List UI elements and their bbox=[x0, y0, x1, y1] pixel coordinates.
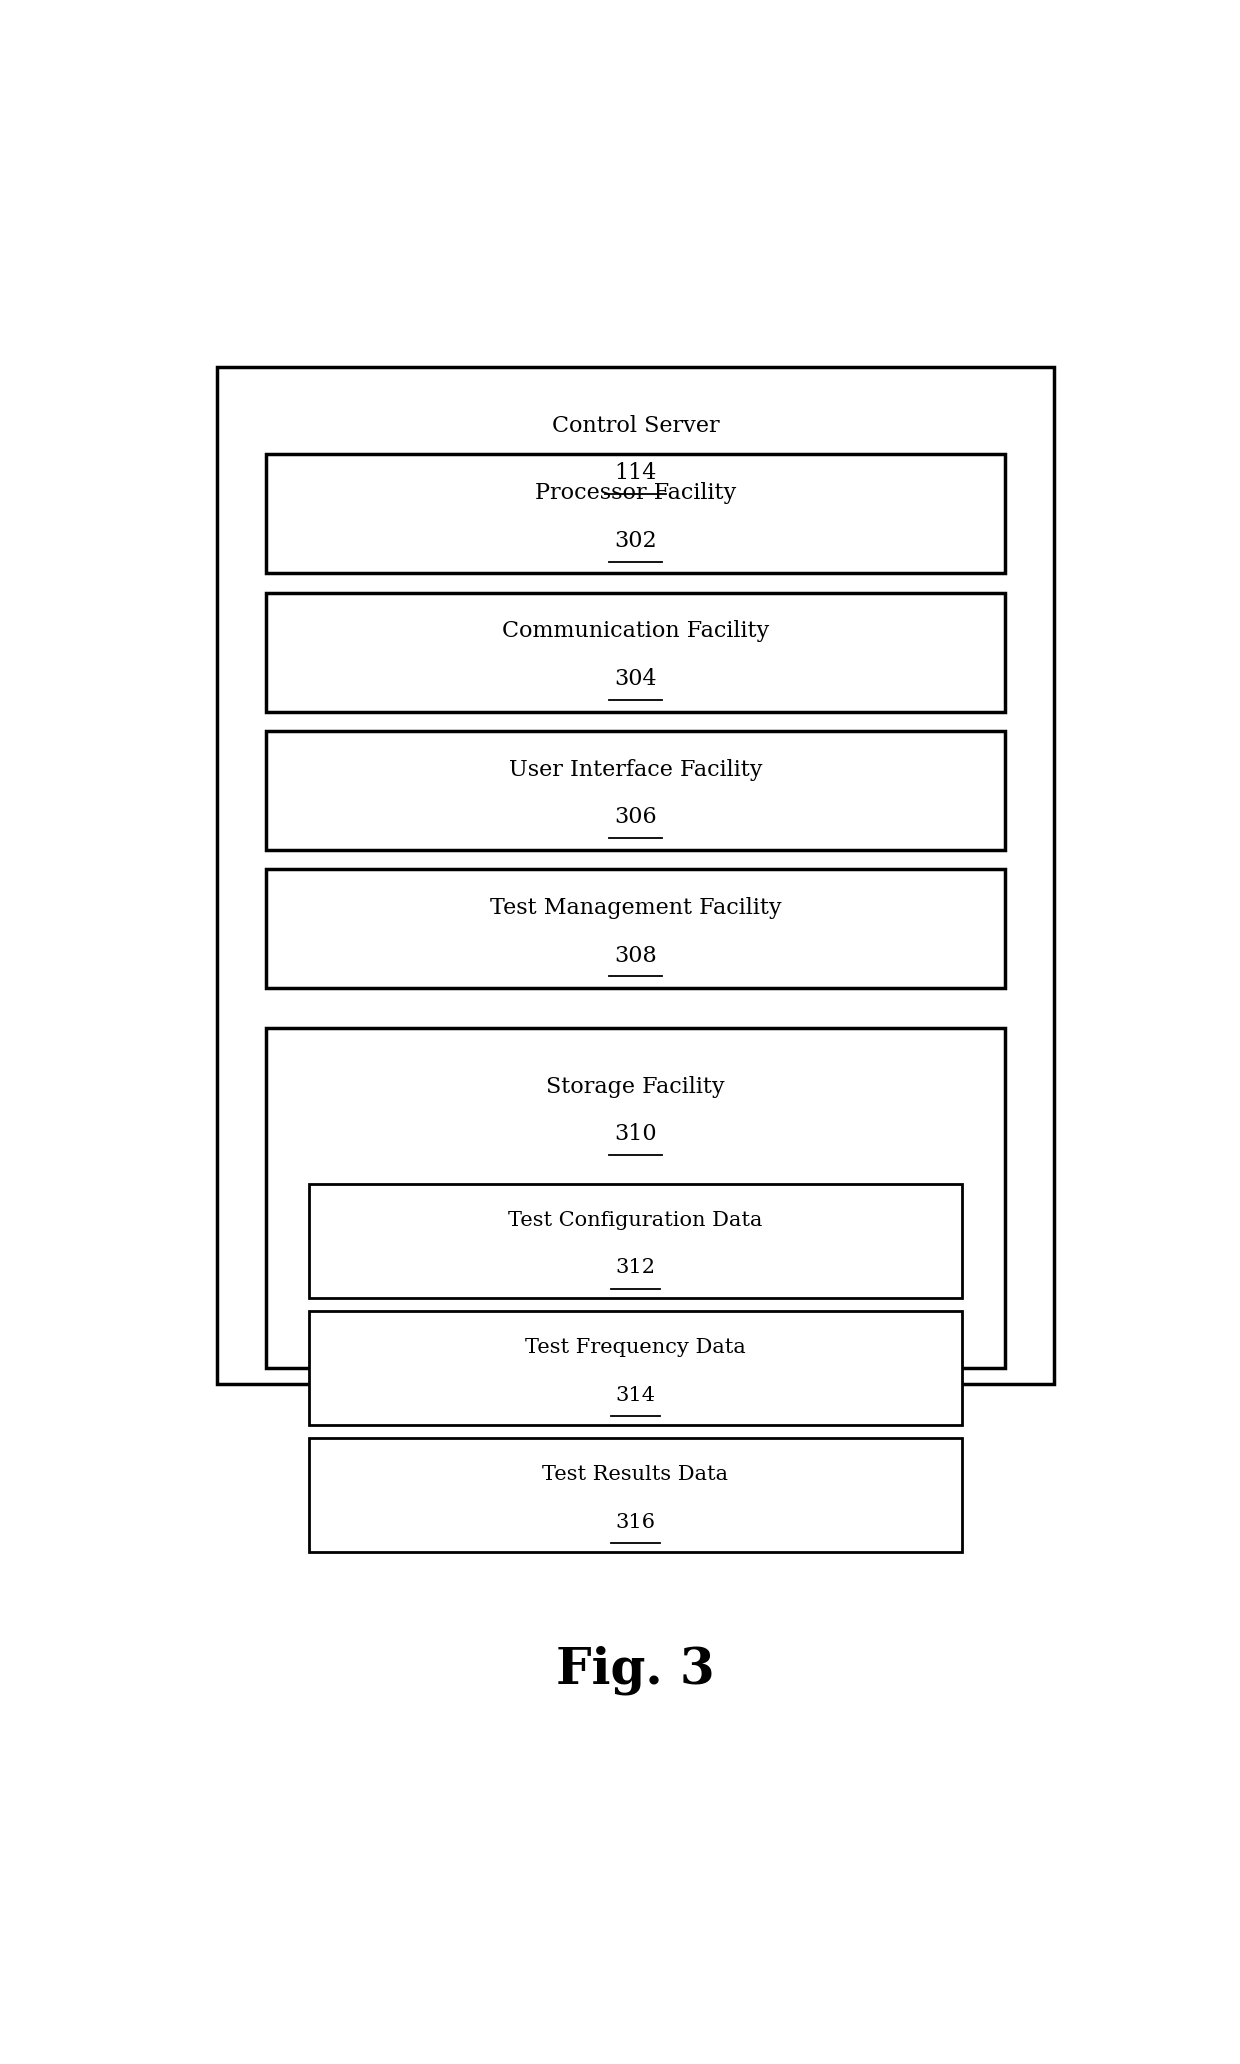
Bar bbox=[265, 731, 1006, 850]
Bar bbox=[265, 1028, 1006, 1368]
Text: Test Results Data: Test Results Data bbox=[543, 1465, 729, 1484]
Bar bbox=[309, 1185, 962, 1298]
Text: Processor Facility: Processor Facility bbox=[534, 483, 737, 504]
Text: Control Server: Control Server bbox=[552, 415, 719, 438]
Bar bbox=[265, 869, 1006, 989]
Text: 114: 114 bbox=[614, 462, 657, 485]
Bar bbox=[309, 1311, 962, 1426]
Text: 304: 304 bbox=[614, 669, 657, 689]
Text: Fig. 3: Fig. 3 bbox=[556, 1645, 715, 1695]
Text: 312: 312 bbox=[615, 1259, 656, 1278]
Text: Communication Facility: Communication Facility bbox=[502, 621, 769, 642]
Bar bbox=[217, 367, 1054, 1385]
Bar bbox=[265, 454, 1006, 574]
Text: 306: 306 bbox=[614, 807, 657, 828]
Text: 316: 316 bbox=[615, 1513, 656, 1531]
Text: 314: 314 bbox=[615, 1385, 656, 1406]
Text: Storage Facility: Storage Facility bbox=[546, 1075, 725, 1098]
Text: Test Management Facility: Test Management Facility bbox=[490, 898, 781, 918]
Bar bbox=[265, 592, 1006, 712]
Text: 310: 310 bbox=[614, 1123, 657, 1146]
Text: 302: 302 bbox=[614, 530, 657, 551]
Text: User Interface Facility: User Interface Facility bbox=[508, 760, 763, 780]
Text: Test Configuration Data: Test Configuration Data bbox=[508, 1212, 763, 1230]
Text: 308: 308 bbox=[614, 945, 657, 966]
Text: Test Frequency Data: Test Frequency Data bbox=[525, 1337, 746, 1356]
Bar bbox=[309, 1439, 962, 1552]
